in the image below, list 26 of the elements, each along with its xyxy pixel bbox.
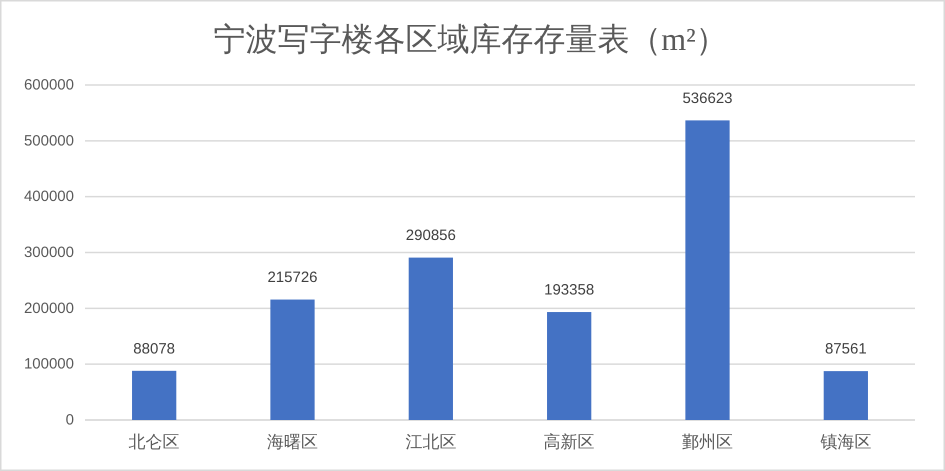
bar <box>270 300 315 420</box>
data-label: 87561 <box>824 340 867 358</box>
x-tick-label: 高新区 <box>544 432 595 452</box>
y-tick-label: 300000 <box>24 244 74 261</box>
bar <box>132 370 176 420</box>
x-tick-label: 海曙区 <box>267 432 318 452</box>
bar <box>408 258 453 420</box>
x-tick-label: 北仑区 <box>128 432 180 452</box>
data-label: 536623 <box>682 90 733 107</box>
x-tick-label: 镇海区 <box>819 432 872 452</box>
bar <box>824 371 868 420</box>
data-label: 193358 <box>544 282 594 299</box>
x-tick-label: 江北区 <box>405 432 456 452</box>
y-tick-label: 400000 <box>24 188 74 206</box>
bar <box>685 120 730 420</box>
y-tick-label: 200000 <box>24 300 74 317</box>
data-label: 88078 <box>133 340 176 358</box>
y-tick-label: 100000 <box>24 356 74 373</box>
data-label: 290856 <box>406 227 456 244</box>
y-tick-label: 0 <box>66 412 74 428</box>
data-label: 215726 <box>267 269 318 286</box>
y-tick-label: 600000 <box>24 76 74 94</box>
chart-title: 宁波写字楼各区域库存存量表（m²） <box>213 21 728 57</box>
bar <box>547 312 592 420</box>
x-tick-label: 鄞州区 <box>682 432 733 452</box>
y-tick-label: 500000 <box>24 132 74 150</box>
